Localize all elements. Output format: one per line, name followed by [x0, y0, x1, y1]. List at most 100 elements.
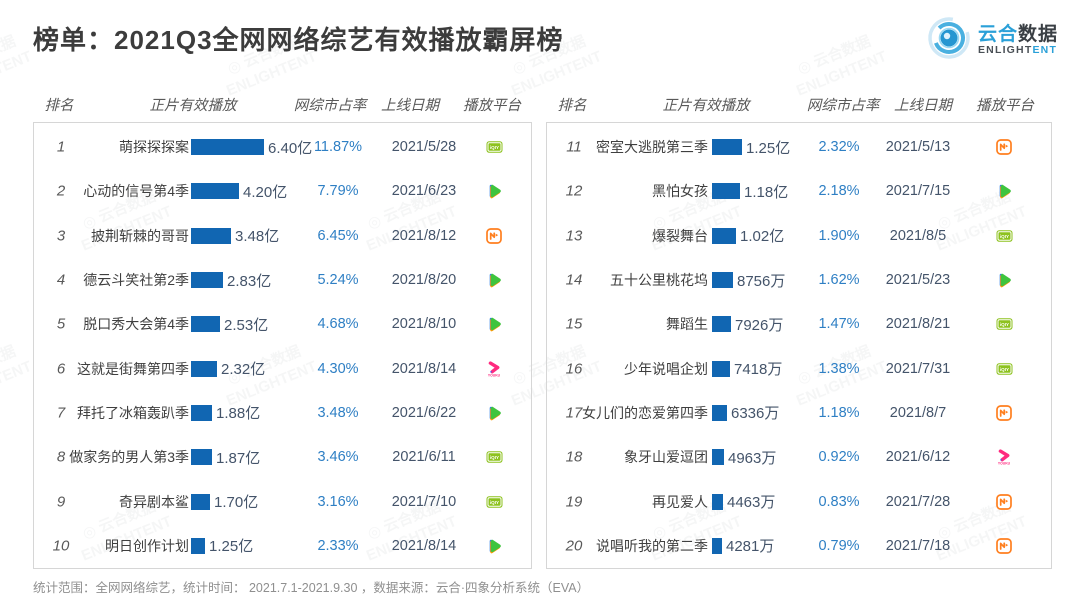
- market-share-value: 1.62%: [818, 272, 860, 289]
- playback-value: 2.32亿: [221, 361, 266, 379]
- playback-bar-group: 7926万: [712, 302, 783, 346]
- table-row: 12 黑怕女孩 1.18亿 2.18% 2021/7/15: [547, 169, 1051, 213]
- launch-date: 2021/8/14: [391, 360, 457, 377]
- table-row: 13 爆裂舞台 1.02亿 1.90% 2021/8/5 iQIY: [547, 214, 1051, 258]
- playback-bar-group: 1.25亿: [191, 524, 253, 568]
- rank-number: 5: [56, 315, 66, 333]
- playback-bar-group: 4281万: [712, 524, 774, 568]
- market-share-value: 4.68%: [317, 316, 359, 333]
- playback-bar: [712, 272, 733, 289]
- market-share-value: 2.32%: [818, 139, 860, 156]
- header-share: 网综市占率: [806, 98, 880, 114]
- market-share-value: 3.48%: [317, 404, 359, 421]
- rank-number: 17: [565, 404, 583, 422]
- svg-text:YOUKU: YOUKU: [998, 462, 1011, 466]
- ranking-panel-1-10: 1 萌探探探案 6.40亿 11.87% 2021/5/28 iQIY 2 心动…: [33, 122, 532, 569]
- playback-value: 4.20亿: [243, 183, 288, 201]
- header-platform: 播放平台: [976, 98, 1034, 114]
- rank-number: 12: [565, 182, 583, 200]
- show-name: 萌探探探案: [119, 139, 189, 156]
- market-share-value: 1.90%: [818, 227, 860, 244]
- header-playback: 正片有效播放: [662, 98, 750, 114]
- show-name: 拜托了冰箱轰趴季: [77, 404, 189, 421]
- playback-value: 1.25亿: [746, 139, 791, 157]
- playback-bar-group: 6336万: [712, 391, 779, 435]
- market-share-value: 7.79%: [317, 183, 359, 200]
- playback-value: 4463万: [727, 494, 776, 512]
- svg-text:YOUKU: YOUKU: [488, 373, 501, 377]
- show-name: 少年说唱企划: [624, 360, 708, 377]
- svg-text:iQIY: iQIY: [999, 323, 1008, 328]
- rank-number: 9: [56, 493, 66, 511]
- playback-bar-group: 2.53亿: [191, 302, 268, 346]
- market-share-value: 0.83%: [818, 493, 860, 510]
- playback-value: 1.02亿: [740, 228, 785, 246]
- tencent-icon: [468, 272, 520, 288]
- column-headers-right: 排名 正片有效播放 网综市占率 上线日期 播放平台: [546, 94, 1052, 116]
- playback-bar: [712, 316, 731, 333]
- playback-bar-group: 6.40亿: [191, 125, 312, 169]
- playback-bar-group: 2.32亿: [191, 346, 265, 390]
- rank-number: 18: [565, 448, 583, 466]
- header-share: 网综市占率: [293, 98, 367, 114]
- playback-value: 6.40亿: [268, 139, 313, 157]
- iqiyi-icon: iQIY: [978, 228, 1030, 244]
- launch-date: 2021/6/23: [391, 183, 457, 200]
- launch-date: 2021/5/28: [391, 139, 457, 156]
- show-name: 象牙山爱逗团: [624, 449, 708, 466]
- rank-number: 19: [565, 493, 583, 511]
- playback-bar: [712, 493, 723, 510]
- table-row: 8 做家务的男人第3季 1.87亿 3.46% 2021/6/11 iQIY: [34, 435, 531, 479]
- playback-bar-group: 2.83亿: [191, 258, 271, 302]
- header-playback: 正片有效播放: [149, 98, 237, 114]
- show-name: 再见爱人: [652, 493, 708, 510]
- enlightent-logo: 云合数据 ENLIGHTENT: [927, 16, 1058, 65]
- svg-text:iQIY: iQIY: [999, 234, 1008, 239]
- playback-bar: [191, 227, 231, 244]
- playback-bar-group: 8756万: [712, 258, 785, 302]
- market-share-value: 11.87%: [313, 139, 363, 156]
- launch-date: 2021/7/10: [391, 493, 457, 510]
- show-name: 这就是街舞第四季: [77, 360, 189, 377]
- playback-bar: [712, 227, 736, 244]
- playback-value: 2.83亿: [227, 272, 272, 290]
- table-row: 15 舞蹈生 7926万 1.47% 2021/8/21 iQIY: [547, 302, 1051, 346]
- table-row: 17 女儿们的恋爱第四季 6336万 1.18% 2021/8/7: [547, 391, 1051, 435]
- rank-number: 6: [56, 360, 66, 378]
- show-name: 说唱听我的第二季: [596, 537, 708, 554]
- brand-name-cn: 云合数据: [977, 24, 1058, 46]
- rank-number: 14: [565, 271, 583, 289]
- svg-text:iQIY: iQIY: [999, 367, 1008, 372]
- show-name: 黑怕女孩: [652, 183, 708, 200]
- rank-number: 11: [566, 138, 582, 156]
- iqiyi-icon: iQIY: [468, 139, 520, 155]
- market-share-value: 2.18%: [818, 183, 860, 200]
- launch-date: 2021/6/12: [885, 449, 951, 466]
- table-row: 1 萌探探探案 6.40亿 11.87% 2021/5/28 iQIY: [34, 125, 531, 169]
- launch-date: 2021/8/10: [391, 316, 457, 333]
- show-name: 披荆斩棘的哥哥: [91, 227, 189, 244]
- playback-bar-group: 4.20亿: [191, 169, 287, 213]
- show-name: 明日创作计划: [105, 537, 189, 554]
- playback-bar: [712, 183, 740, 200]
- market-share-value: 0.79%: [818, 537, 860, 554]
- playback-value: 1.88亿: [216, 405, 261, 423]
- iqiyi-icon: iQIY: [978, 361, 1030, 377]
- footer-note: 统计范围：全网网络综艺，统计时间： 2021.7.1-2021.9.30 ，数据…: [33, 581, 590, 595]
- show-name: 密室大逃脱第三季: [596, 139, 708, 156]
- launch-date: 2021/8/14: [391, 537, 457, 554]
- youku-icon: YOUKU: [468, 360, 520, 377]
- launch-date: 2021/6/11: [392, 449, 456, 466]
- table-row: 11 密室大逃脱第三季 1.25亿 2.32% 2021/5/13: [547, 125, 1051, 169]
- playback-value: 2.53亿: [224, 316, 269, 334]
- show-name: 脱口秀大会第4季: [83, 316, 189, 333]
- market-share-value: 0.92%: [818, 449, 860, 466]
- tencent-icon: [468, 183, 520, 199]
- mango-icon: [978, 537, 1030, 554]
- rank-number: 2: [56, 182, 66, 200]
- launch-date: 2021/8/21: [885, 316, 951, 333]
- market-share-value: 1.47%: [818, 316, 860, 333]
- rank-number: 15: [565, 315, 583, 333]
- market-share-value: 1.18%: [818, 404, 860, 421]
- table-row: 19 再见爱人 4463万 0.83% 2021/7/28: [547, 479, 1051, 523]
